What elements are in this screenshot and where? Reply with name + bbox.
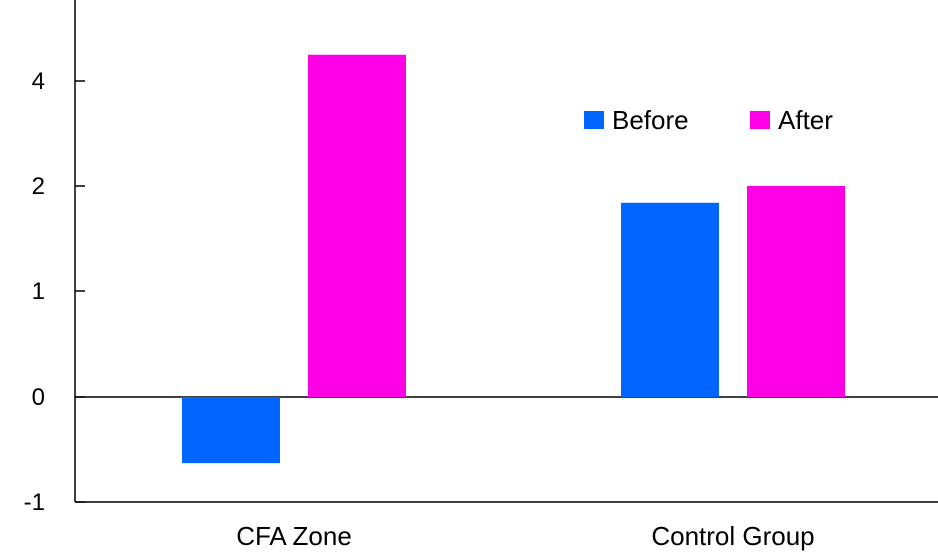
y-tick-label: -1 bbox=[24, 489, 45, 516]
chart-bars bbox=[182, 54, 845, 464]
y-tick-label: 2 bbox=[32, 173, 45, 200]
bar-after-control-group bbox=[747, 186, 845, 397]
bar-after-cfa-zone bbox=[308, 54, 406, 397]
legend-swatch-after bbox=[750, 111, 770, 129]
bar-before-cfa-zone bbox=[182, 397, 280, 464]
y-tick-label: 4 bbox=[32, 68, 45, 95]
x-category-label: Control Group bbox=[651, 521, 814, 551]
legend-swatch-before bbox=[584, 111, 604, 129]
x-axis-categories: CFA Zone Control Group bbox=[236, 521, 814, 551]
y-tick-label: 0 bbox=[32, 384, 45, 411]
y-axis-ticks: -1 0 1 2 4 bbox=[24, 68, 85, 516]
legend: Before After bbox=[584, 105, 833, 135]
legend-label-after: After bbox=[778, 105, 833, 135]
legend-label-before: Before bbox=[612, 105, 689, 135]
bar-before-control-group bbox=[621, 202, 719, 397]
x-category-label: CFA Zone bbox=[236, 521, 352, 551]
y-tick-label: 1 bbox=[32, 278, 45, 305]
